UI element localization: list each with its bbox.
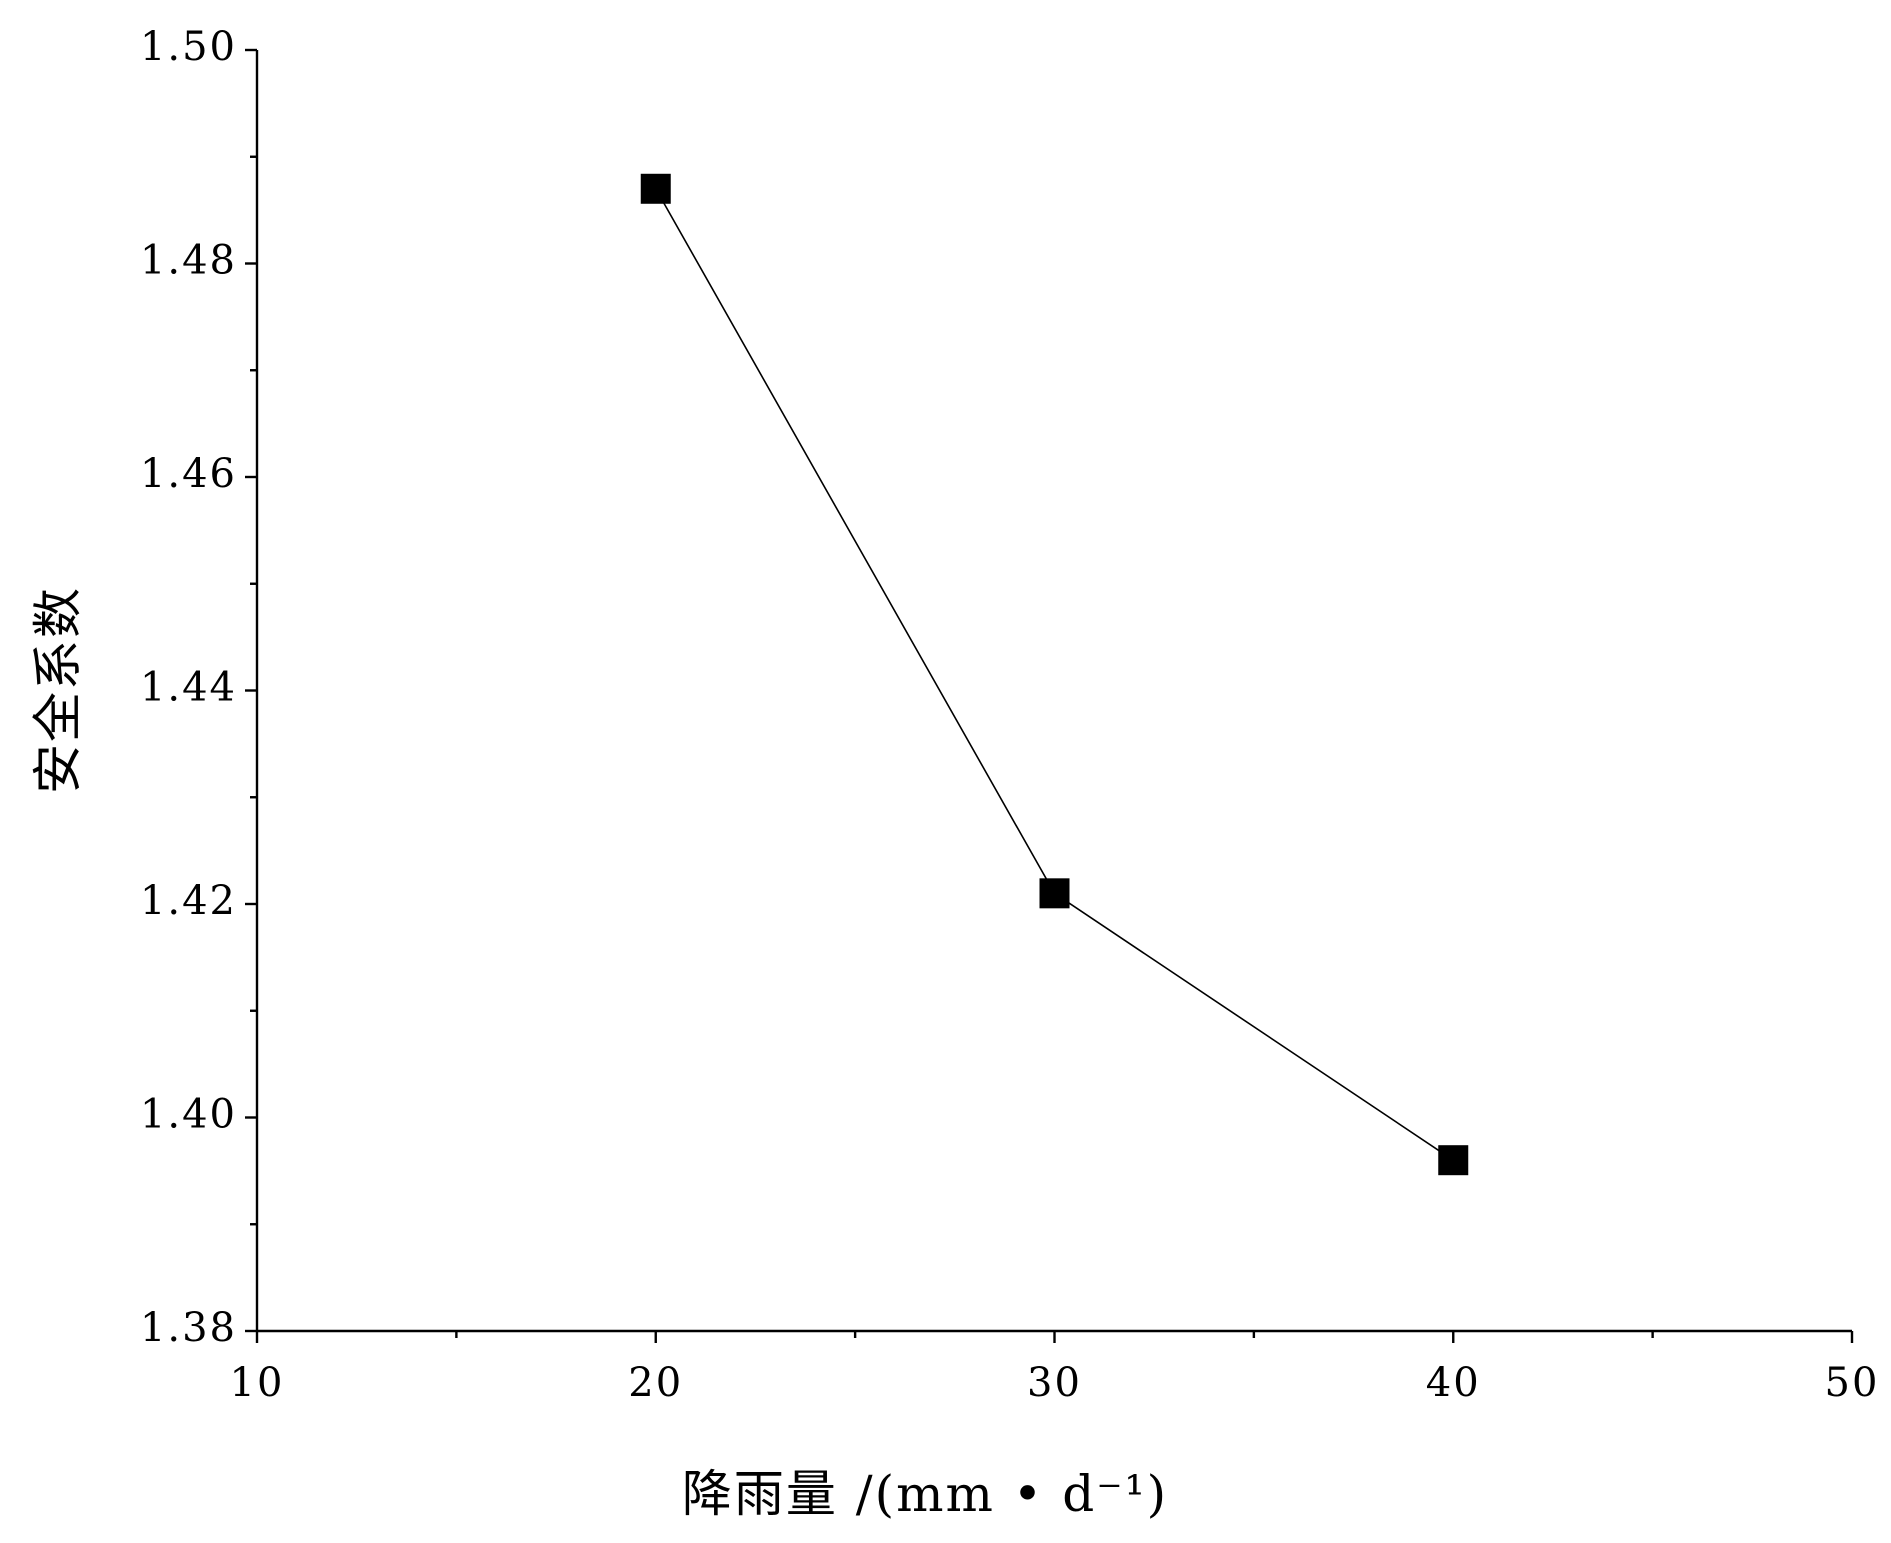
y-tick-label: 1.38	[140, 1305, 237, 1351]
y-tick-label: 1.48	[140, 238, 237, 284]
y-tick-label: 1.40	[140, 1092, 237, 1138]
y-tick-label: 1.50	[140, 24, 237, 70]
marker	[1438, 1145, 1469, 1176]
x-tick-label: 40	[1426, 1360, 1481, 1406]
marker	[640, 173, 671, 204]
x-tick-label: 30	[1027, 1360, 1082, 1406]
series-line	[655, 188, 1454, 1161]
y-axis-label: 安全系数	[29, 586, 87, 794]
x-tick-label: 10	[230, 1360, 285, 1406]
marker	[1039, 878, 1070, 909]
y-tick-label: 1.42	[140, 878, 237, 924]
y-tick-label: 1.44	[140, 665, 237, 711]
y-tick-label: 1.46	[140, 451, 237, 497]
x-tick-label: 20	[628, 1360, 683, 1406]
x-axis-label: 降雨量 /(mm • d⁻¹)	[682, 1465, 1168, 1523]
x-tick-label: 50	[1825, 1360, 1880, 1406]
